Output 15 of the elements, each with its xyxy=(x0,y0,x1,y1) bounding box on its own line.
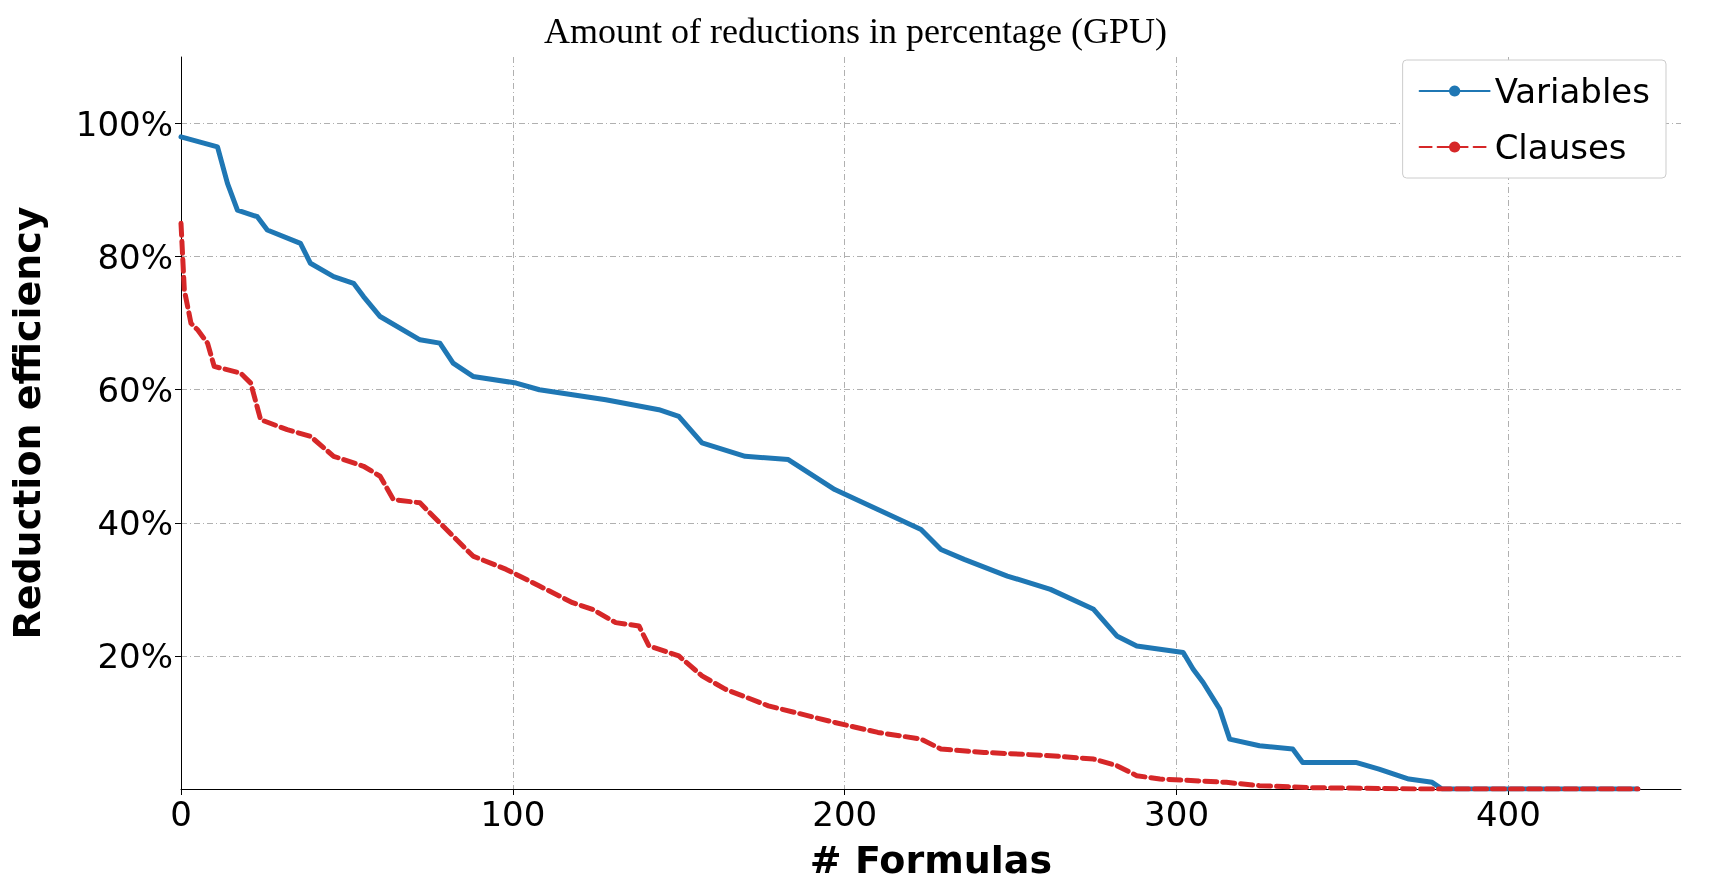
x-tick-label: 0 xyxy=(170,794,192,834)
x-tick-label: 300 xyxy=(1144,794,1210,834)
x-tick-label: 400 xyxy=(1475,794,1541,834)
x-tick-label: 200 xyxy=(812,794,878,834)
y-tick-label: 40% xyxy=(97,502,173,543)
y-axis-title: Reduction efficiency xyxy=(5,206,49,640)
x-tick-label: 100 xyxy=(480,794,546,834)
legend-label: Clauses xyxy=(1494,127,1627,167)
y-tick-label: 20% xyxy=(97,635,173,676)
legend-label: Variables xyxy=(1494,71,1650,111)
y-tick-label: 60% xyxy=(97,369,173,410)
y-tick-label: 80% xyxy=(97,236,173,277)
chart-title: Amount of reductions in percentage (GPU) xyxy=(544,11,1167,51)
y-tick-label: 100% xyxy=(75,103,173,144)
x-axis-title: # Formulas xyxy=(809,838,1053,882)
